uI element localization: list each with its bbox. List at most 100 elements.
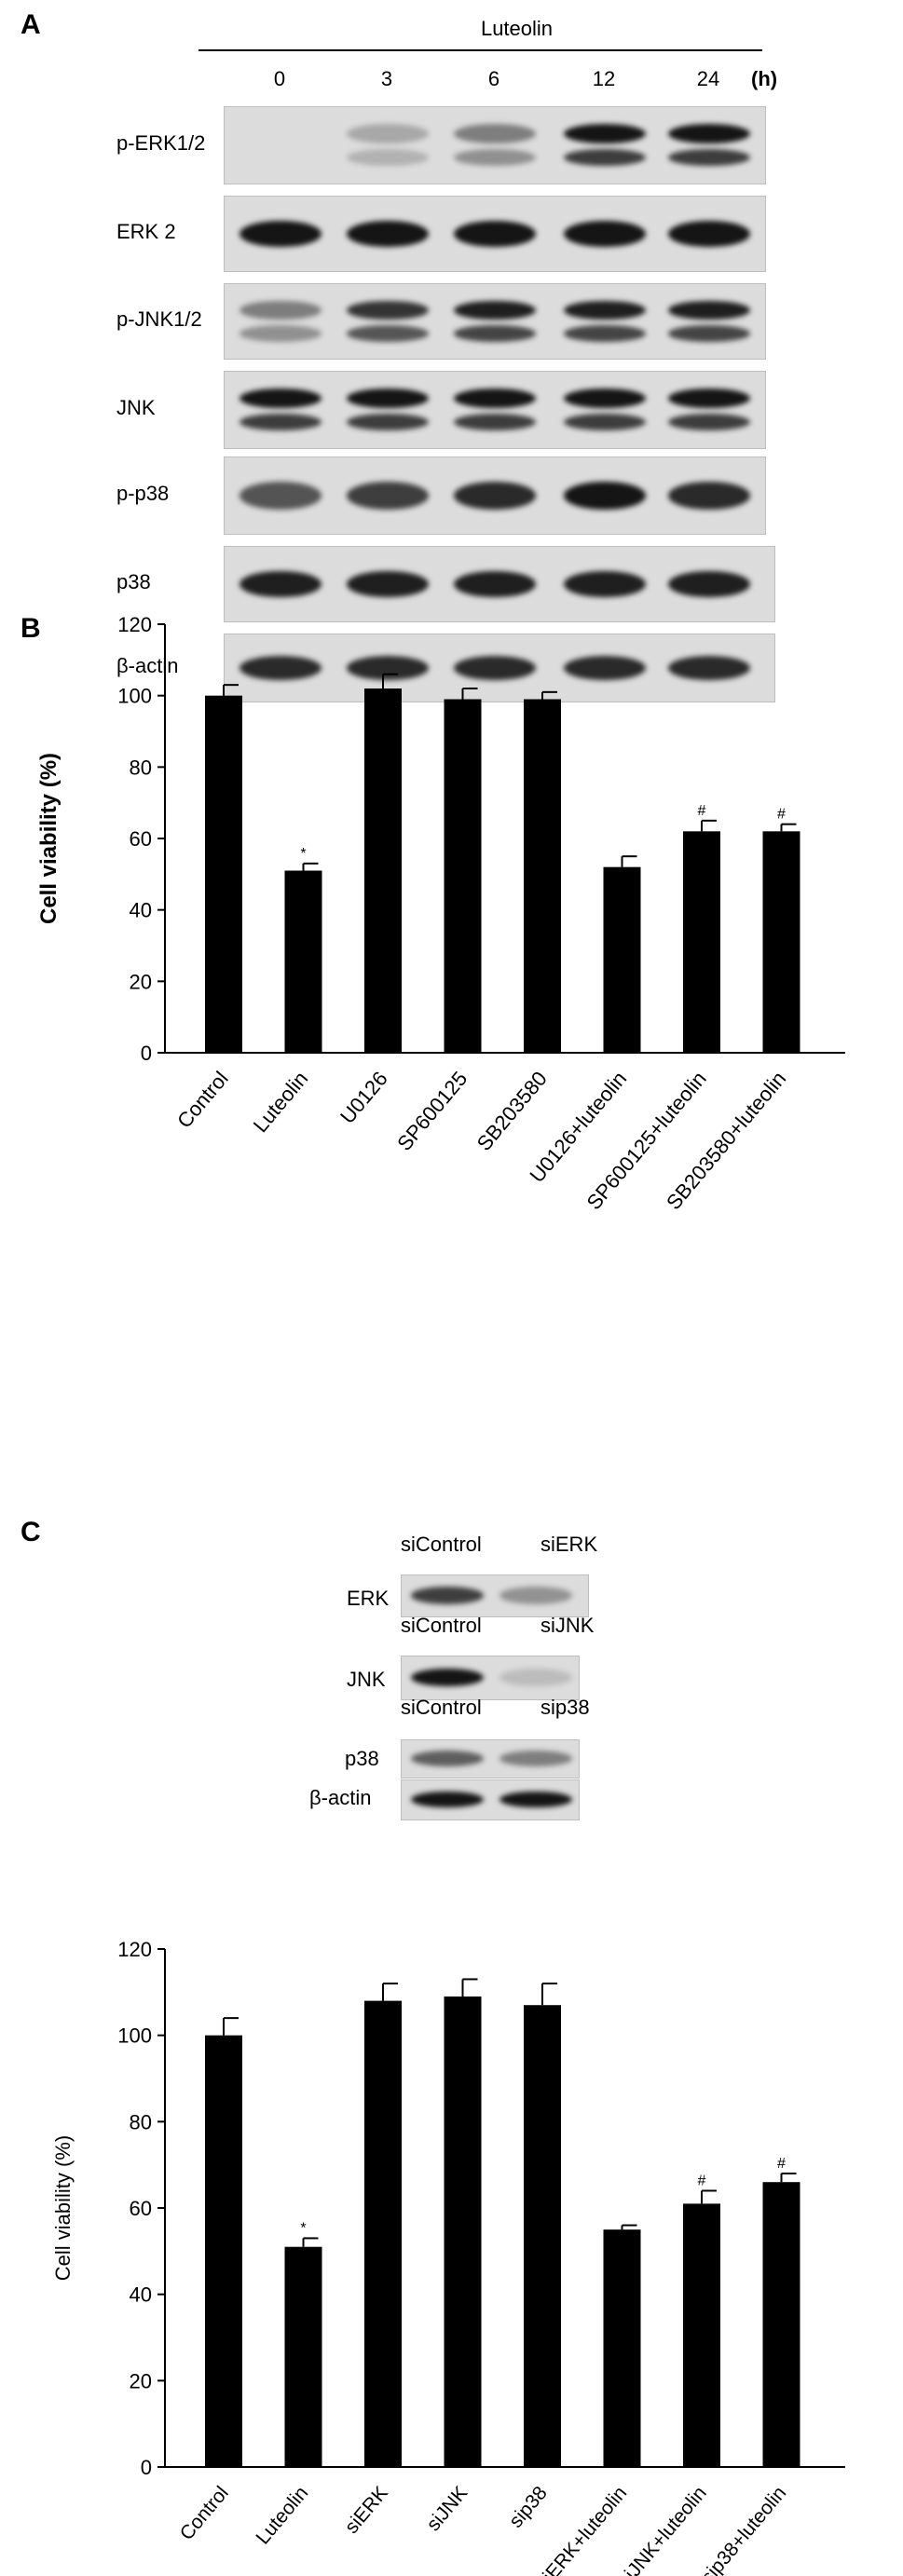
y-tick-label: 80 (130, 756, 152, 779)
blot-band (239, 414, 322, 431)
y-axis-label: Cell viability (%) (36, 753, 62, 924)
blot-band (454, 325, 536, 342)
y-tick-label: 0 (141, 1042, 152, 1065)
y-tick-label: 40 (130, 2283, 152, 2307)
bar (524, 2005, 561, 2467)
significance-marker: # (698, 2173, 706, 2188)
bar (205, 2035, 242, 2467)
blot-band (668, 220, 750, 248)
bar (284, 870, 322, 1053)
y-tick-label: 20 (130, 2369, 152, 2392)
panel-a-letter: A (21, 9, 41, 40)
bar (444, 699, 482, 1053)
blot-strip (224, 457, 766, 535)
blot-band (454, 388, 536, 409)
blot-band (347, 220, 429, 248)
y-tick-label: 100 (117, 2024, 152, 2048)
significance-marker: # (777, 2156, 786, 2172)
blot-band (564, 482, 646, 510)
blot-row-label: p-JNK1/2 (116, 307, 202, 331)
sirna-blot-label: ERK (347, 1587, 390, 1610)
time-lane-label: 12 (592, 67, 616, 90)
sirna-lane-label: siControl (401, 1614, 482, 1637)
blot-row-label: p38 (116, 570, 151, 593)
blot-strip (224, 106, 766, 184)
sirna-blot-strip (401, 1574, 589, 1617)
blot-band (347, 570, 429, 598)
bar (683, 2203, 720, 2467)
treatment-label: Luteolin (480, 17, 554, 40)
bar (364, 688, 402, 1053)
blot-band (347, 482, 429, 510)
sirna-lane-label: siJNK (540, 1614, 595, 1637)
sirna-lane-label: sip38 (540, 1696, 590, 1719)
sirna-blot-strip (401, 1656, 580, 1700)
bar (683, 831, 720, 1053)
blot-band (454, 414, 536, 431)
bar (603, 2229, 641, 2467)
sirna-blot-band (411, 1791, 484, 1808)
time-lane-label: 6 (487, 67, 500, 90)
bar-chart-panel-c: 0 20 40 60 80 100 120 Cell viability (%) Control… (51, 1938, 845, 2576)
blot-band (564, 414, 646, 431)
bar (762, 831, 800, 1053)
blot-band (239, 570, 322, 598)
treatment-bracket-line (198, 49, 762, 51)
blot-band (564, 570, 646, 598)
blot-band (347, 300, 429, 320)
blot-band (454, 482, 536, 510)
category-label: sip38 (505, 2482, 552, 2531)
blot-band (454, 220, 536, 248)
blot-band (347, 414, 429, 431)
category-label: SB203580 (472, 1067, 552, 1155)
blot-band (454, 149, 536, 167)
category-label: siERK (341, 2482, 392, 2537)
blot-band (668, 656, 750, 680)
sirna-blot-label: JNK (347, 1668, 386, 1691)
significance-marker: * (300, 2220, 306, 2236)
bar (284, 2246, 322, 2467)
blot-strip (224, 634, 775, 702)
blot-band (347, 388, 429, 409)
blot-band (239, 220, 322, 248)
blot-band (668, 414, 750, 431)
panel-c-letter: C (21, 1517, 41, 1547)
blot-band (564, 325, 646, 342)
panel-b-letter: B (21, 613, 41, 644)
blot-band (454, 570, 536, 598)
category-label: sip38+luteolin (697, 2482, 791, 2576)
blot-strip (224, 196, 766, 272)
category-label: Luteolin (252, 2482, 312, 2548)
y-tick-label: 40 (130, 899, 152, 922)
sirna-blot-band (411, 1587, 484, 1604)
blot-strip (224, 371, 766, 449)
blot-row-label: p-ERK1/2 (116, 131, 206, 155)
y-tick-label: 60 (130, 827, 152, 851)
blot-band (454, 300, 536, 320)
blot-band (564, 220, 646, 248)
sirna-blot-strip (401, 1779, 580, 1820)
blot-row-label: p-p38 (116, 482, 170, 505)
bar (444, 1996, 482, 2467)
blot-band (239, 325, 322, 342)
blot-band (668, 482, 750, 510)
y-tick-label: 0 (141, 2456, 152, 2479)
blot-band (347, 124, 429, 144)
time-lane-label: 3 (380, 67, 393, 90)
blot-band (347, 149, 429, 167)
y-tick-label: 120 (117, 613, 152, 636)
bar-chart-panel-b: 0 20 40 60 80 100 120 Cell viability (%) Control… (36, 613, 845, 1214)
blot-band (239, 656, 322, 680)
blot-row-label: β-actin (116, 654, 179, 677)
blot-band (564, 388, 646, 409)
y-tick-label: 100 (117, 685, 152, 708)
blot-band (564, 149, 646, 167)
bar (205, 695, 242, 1053)
category-label: U0126 (335, 1067, 392, 1128)
blot-band (239, 482, 322, 510)
blot-band (564, 656, 646, 680)
sirna-lane-label: siControl (401, 1533, 482, 1556)
significance-marker: # (698, 803, 706, 819)
sirna-blot-band (499, 1791, 572, 1808)
blot-band (668, 124, 750, 144)
